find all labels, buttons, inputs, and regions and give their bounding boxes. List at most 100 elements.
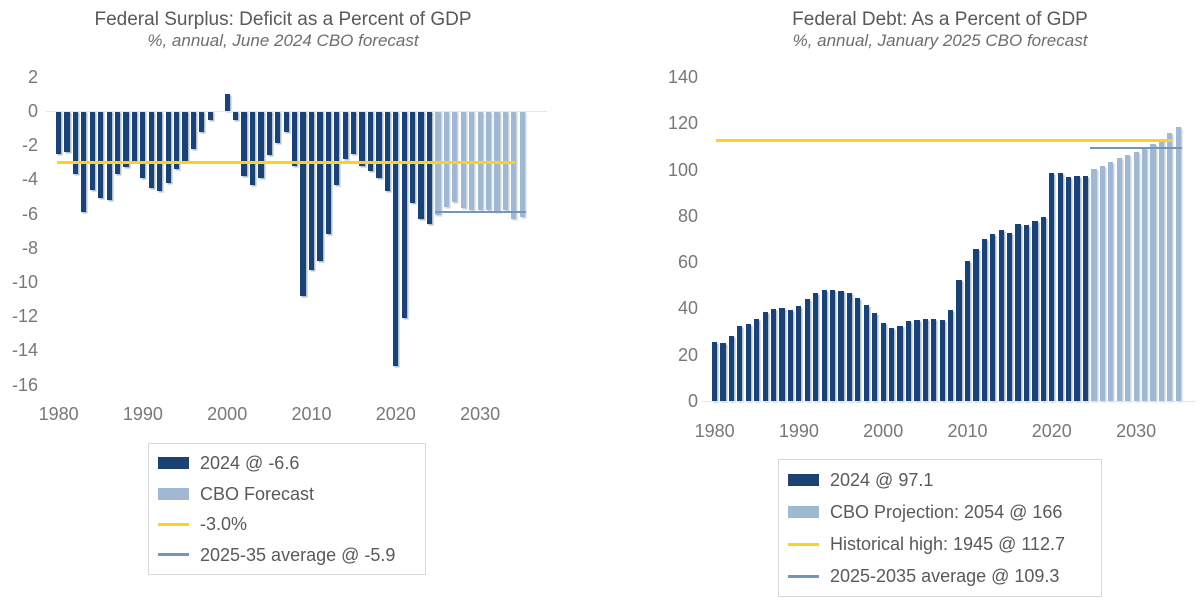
- bar-2032: [1150, 143, 1156, 401]
- x-tick-label: 2030: [1116, 421, 1157, 441]
- legend-label: 2025-2035 average @ 109.3: [830, 566, 1060, 586]
- bar-1988: [779, 308, 785, 401]
- y-tick-label: -4: [21, 169, 38, 190]
- y-tick-label: -14: [11, 340, 38, 361]
- bar-2019: [1040, 217, 1046, 401]
- legend-item: CBO Projection: 2054 @ 166: [788, 496, 1101, 528]
- reference-line-yellow: [57, 160, 515, 164]
- bar-1990: [140, 111, 146, 178]
- bar-1999: [872, 312, 878, 401]
- x-tick-label: 2010: [291, 404, 332, 424]
- bar-2002: [241, 111, 247, 176]
- bar-2002: [897, 325, 903, 401]
- bar-2015: [1007, 233, 1013, 401]
- bar-2035: [1175, 126, 1181, 401]
- historical-bar-swatch: [788, 474, 819, 486]
- reference-line-yellow: [716, 138, 1172, 142]
- bar-2012: [981, 239, 987, 401]
- bar-1980: [712, 341, 718, 401]
- bar-1986: [762, 311, 768, 401]
- bar-2003: [905, 321, 912, 401]
- bar-2006: [931, 319, 937, 401]
- legend-label: Historical high: 1945 @ 112.7: [830, 534, 1066, 554]
- bar-2029: [1125, 155, 1131, 401]
- x-tick-label: 2020: [1031, 421, 1072, 441]
- average-line-swatch: [788, 574, 819, 578]
- legend-item: 2024 @ -6.6: [158, 448, 425, 479]
- bar-2026: [443, 111, 449, 207]
- bar-1985: [754, 319, 760, 401]
- bar-1983: [737, 326, 743, 401]
- legend-item: Historical high: 1945 @ 112.7: [788, 528, 1101, 560]
- bar-2007: [283, 111, 289, 132]
- legend-item: CBO Forecast: [158, 479, 425, 510]
- legend-label: 2025-35 average @ -5.9: [200, 544, 396, 565]
- right-chart-legend: 2024 @ 97.1 CBO Projection: 2054 @ 166 H…: [778, 459, 1102, 597]
- bar-2013: [334, 111, 340, 185]
- bar-2013: [990, 233, 996, 401]
- forecast-bar-swatch: [788, 506, 819, 518]
- bar-1996: [846, 292, 853, 401]
- bar-2019: [384, 111, 390, 192]
- bar-2009: [300, 111, 306, 296]
- bar-1994: [174, 111, 180, 170]
- bar-2016: [359, 111, 365, 166]
- average-line-swatch: [158, 553, 189, 557]
- bar-2018: [376, 111, 382, 178]
- y-tick-label: -8: [21, 237, 38, 258]
- bar-2020: [1049, 172, 1055, 401]
- bar-2028: [460, 111, 466, 209]
- bar-2014: [998, 230, 1004, 401]
- bar-2003: [249, 111, 256, 185]
- bar-2005: [922, 318, 928, 401]
- reference-line-average: [435, 210, 526, 213]
- bar-1981: [720, 342, 726, 401]
- bar-2025: [1091, 169, 1097, 401]
- bar-1990: [796, 306, 802, 401]
- bar-2027: [1108, 162, 1114, 401]
- x-tick-label: 1990: [122, 404, 163, 424]
- legend-label: 2024 @ -6.6: [200, 453, 300, 474]
- x-tick-label: 1990: [778, 421, 819, 441]
- bar-2016: [1015, 224, 1021, 401]
- bar-2008: [948, 310, 954, 401]
- bar-1981: [64, 111, 70, 153]
- bar-2018: [1032, 221, 1038, 401]
- bar-2024: [426, 111, 433, 224]
- legend-item: 2025-35 average @ -5.9: [158, 540, 425, 571]
- bar-2000: [224, 93, 230, 111]
- legend-label: -3.0%: [200, 514, 248, 535]
- bar-2015: [351, 111, 357, 154]
- bar-2030: [477, 111, 483, 211]
- bar-2007: [939, 319, 945, 401]
- bar-1997: [855, 298, 861, 401]
- bar-2008: [292, 111, 298, 166]
- bar-2027: [452, 111, 458, 202]
- bar-1980: [56, 111, 62, 154]
- y-tick-label: -2: [21, 135, 38, 156]
- x-tick-label: 2000: [207, 404, 248, 424]
- y-tick-label: 60: [677, 252, 698, 273]
- legend-label: CBO Projection: 2054 @ 166: [830, 502, 1063, 522]
- bar-2022: [410, 111, 416, 204]
- bar-2006: [275, 111, 281, 144]
- y-tick-label: 140: [667, 67, 698, 88]
- y-tick-label: -10: [11, 272, 38, 292]
- bar-2001: [889, 328, 895, 401]
- bar-1991: [804, 298, 810, 401]
- bar-1993: [165, 111, 171, 183]
- bar-2021: [401, 111, 407, 318]
- bar-1995: [182, 111, 188, 161]
- reference-line-average: [1090, 147, 1182, 150]
- bar-1991: [148, 111, 154, 188]
- bar-2021: [1057, 173, 1063, 401]
- bar-2010: [308, 111, 315, 271]
- bar-2023: [1074, 175, 1080, 401]
- bar-2035: [519, 111, 525, 218]
- left-chart-title: Federal Surplus: Deficit as a Percent of…: [94, 9, 472, 30]
- bar-2011: [973, 249, 979, 401]
- left-chart-subtitle: %, annual, June 2024 CBO forecast: [147, 31, 419, 50]
- bar-2023: [418, 111, 424, 219]
